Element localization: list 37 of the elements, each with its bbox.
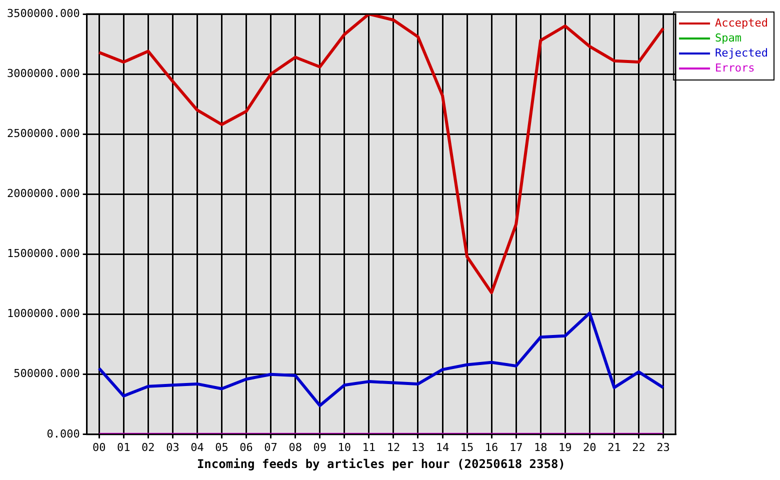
legend-label: Accepted xyxy=(715,16,768,30)
x-tick-label: 21 xyxy=(608,440,621,454)
x-tick-label: 00 xyxy=(92,440,106,454)
x-tick-label: 04 xyxy=(190,440,204,454)
x-tick-label: 03 xyxy=(166,440,180,454)
x-tick-label: 18 xyxy=(534,440,548,454)
y-tick-label: 1500000.000 xyxy=(6,247,80,260)
x-tick-label: 22 xyxy=(632,440,646,454)
y-tick-label: 1000000.000 xyxy=(6,307,80,320)
x-tick-label: 10 xyxy=(338,440,352,454)
y-tick-label: 2000000.000 xyxy=(6,187,80,200)
x-tick-label: 05 xyxy=(215,440,228,454)
x-tick-label: 14 xyxy=(436,440,450,454)
x-tick-label: 02 xyxy=(142,440,155,454)
y-tick-label: 0.000 xyxy=(46,427,80,440)
x-tick-label: 23 xyxy=(656,440,670,454)
legend-label: Spam xyxy=(715,31,742,44)
x-axis-title: Incoming feeds by articles per hour (20250618 2358) xyxy=(196,456,566,471)
x-tick-label: 13 xyxy=(411,440,425,454)
y-tick-label: 3000000.000 xyxy=(6,66,80,80)
x-tick-label: 20 xyxy=(583,440,596,454)
x-tick-label: 19 xyxy=(558,440,572,454)
x-tick-label: 01 xyxy=(117,440,130,454)
x-tick-label: 06 xyxy=(240,440,253,454)
x-tick-label: 07 xyxy=(264,440,278,454)
legend-label: Errors xyxy=(715,61,755,74)
x-tick-label: 11 xyxy=(362,440,376,454)
x-tick-label: 08 xyxy=(288,440,302,454)
legend-label: Rejected xyxy=(715,46,768,60)
y-tick-label: 500000.000 xyxy=(14,367,80,380)
y-tick-label: 2500000.000 xyxy=(6,126,80,140)
x-tick-label: 16 xyxy=(484,440,498,454)
x-tick-label: 15 xyxy=(460,440,474,454)
x-tick-label: 12 xyxy=(386,440,400,454)
y-tick-label: 3500000.000 xyxy=(6,6,80,20)
x-tick-label: 09 xyxy=(313,440,326,454)
x-tick-label: 17 xyxy=(509,440,523,454)
